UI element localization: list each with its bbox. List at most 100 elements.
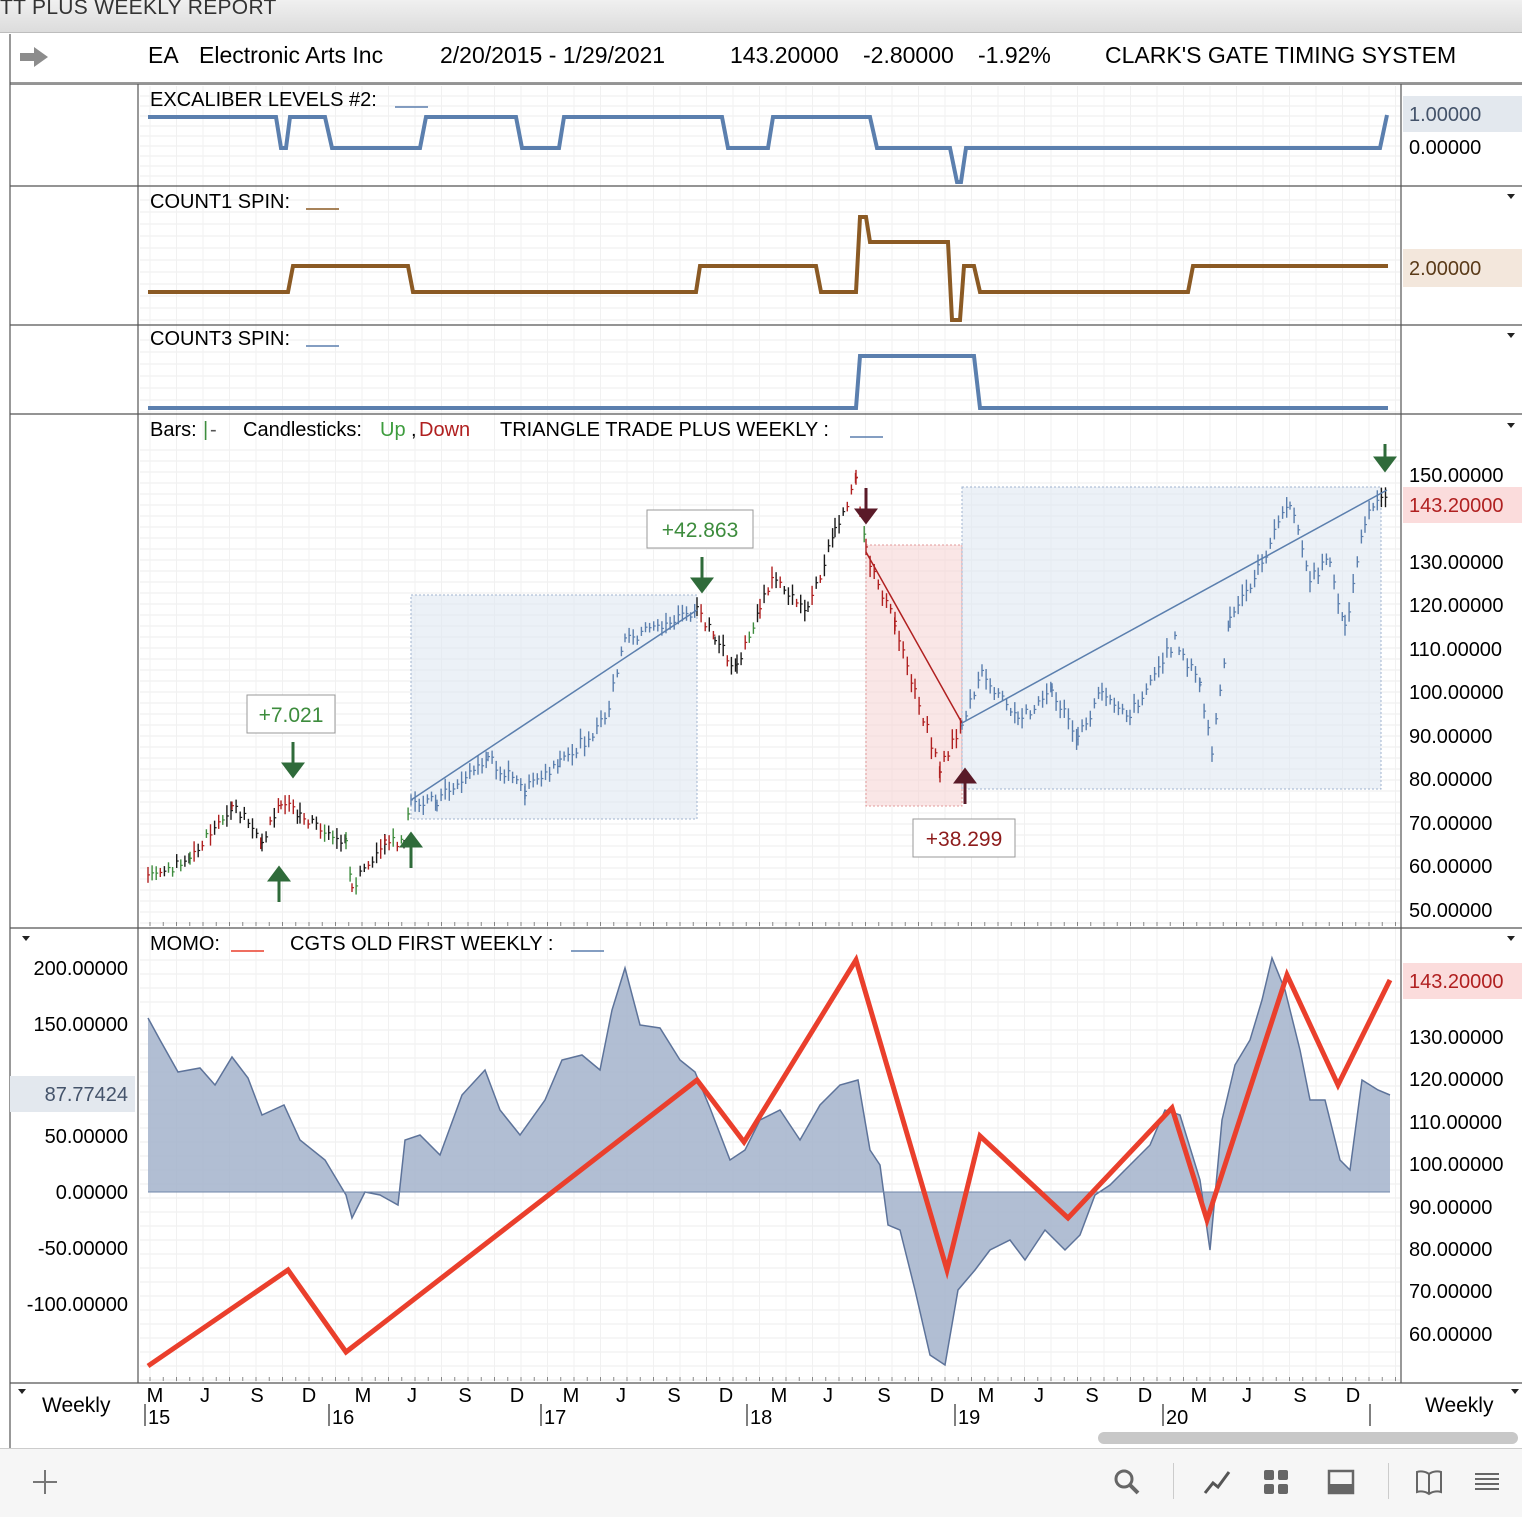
- last-price: 143.20000: [730, 42, 839, 68]
- price-tick: 100.00000: [1409, 682, 1504, 704]
- price-tick: 150.00000: [1409, 465, 1504, 487]
- chevron-down-icon: [1511, 1389, 1519, 1394]
- search-icon[interactable]: [1112, 1467, 1142, 1497]
- trend-line-1: [410, 609, 698, 801]
- toolbar: [0, 1448, 1522, 1517]
- month-tick: M: [147, 1385, 164, 1407]
- momo-left-tag: [10, 1076, 135, 1112]
- plus-icon[interactable]: [30, 1467, 60, 1497]
- price-axis: 150.00000 130.00000 120.00000 110.00000 …: [1409, 465, 1504, 922]
- arrow-down-icon: [854, 488, 878, 525]
- momo-label: MOMO:: [150, 933, 220, 955]
- chevron-down-icon: [1507, 423, 1515, 428]
- price-tick: 70.00000: [1409, 813, 1492, 835]
- price-change: -2.80000: [863, 42, 954, 68]
- arrow-down-icon: [690, 557, 714, 594]
- candles-comma: ,: [411, 419, 417, 441]
- count3-label: COUNT3 SPIN:: [150, 328, 290, 350]
- momo-left-tag-text: 87.77424: [45, 1084, 128, 1106]
- year-tick: 19: [958, 1407, 980, 1429]
- momo-left-tick: 50.00000: [45, 1126, 128, 1148]
- month-tick: J: [407, 1385, 417, 1407]
- price-tick: 50.00000: [1409, 900, 1492, 922]
- chevron-down-icon: [22, 936, 30, 941]
- month-tick: D: [930, 1385, 944, 1407]
- panel-menu-icons[interactable]: [18, 194, 1519, 1394]
- momo-left-axis: 200.00000 150.00000 50.00000 0.00000 -50…: [27, 958, 128, 1316]
- momo-right-tick: 60.00000: [1409, 1324, 1492, 1346]
- month-tick: D: [719, 1385, 733, 1407]
- cgts-line: [146, 953, 1393, 1369]
- month-tick: J: [1242, 1385, 1252, 1407]
- momo-left-tick: 150.00000: [33, 1014, 128, 1036]
- annotation-box: [246, 694, 336, 734]
- arrow-right-icon[interactable]: [18, 45, 52, 69]
- month-tick: M: [563, 1385, 580, 1407]
- momo-left-tick: -50.00000: [38, 1238, 128, 1260]
- count3-line: [148, 354, 1388, 410]
- month-tick: M: [771, 1385, 788, 1407]
- momo-area: [148, 958, 1390, 1365]
- candles-up-label: Up: [380, 419, 406, 441]
- momo-right-tag: [1403, 963, 1522, 999]
- panel-icon[interactable]: [1326, 1467, 1356, 1497]
- month-tick: M: [1191, 1385, 1208, 1407]
- chevron-down-icon: [1507, 194, 1515, 199]
- month-tick: J: [823, 1385, 833, 1407]
- year-tick: 16: [332, 1407, 354, 1429]
- chevron-down-icon: [1507, 936, 1515, 941]
- chevron-down-icon: [18, 1389, 26, 1394]
- year-tick: 15: [148, 1407, 170, 1429]
- trend-line-3: [961, 489, 1388, 724]
- month-tick: J: [1034, 1385, 1044, 1407]
- momo-right-axis: 130.00000 120.00000 110.00000 100.00000 …: [1409, 1027, 1504, 1346]
- time-axis: M J S D M J S D M J S D M J S D M J S D M J S D 15 16 17 18 19 20: [144, 1385, 1371, 1429]
- month-tick: D: [1138, 1385, 1152, 1407]
- arrow-down-icon: [281, 742, 305, 779]
- book-icon[interactable]: [1414, 1467, 1444, 1497]
- count1-line: [148, 215, 1388, 322]
- month-tick: S: [1293, 1385, 1306, 1407]
- timeframe-left[interactable]: Weekly: [42, 1394, 111, 1417]
- divider: [1173, 1463, 1174, 1499]
- momo-right-tick: 80.00000: [1409, 1239, 1492, 1261]
- list-icon[interactable]: [1472, 1467, 1502, 1497]
- year-tick: 18: [750, 1407, 772, 1429]
- momo-left-tick: -100.00000: [27, 1294, 128, 1316]
- bars-symbol: |: [203, 419, 208, 441]
- chart-area[interactable]: EXCALIBER LEVELS #2: COUNT1 SPIN: COUNT3…: [0, 0, 1522, 1448]
- grid-icon[interactable]: [1261, 1467, 1291, 1497]
- timeframe-right[interactable]: Weekly: [1425, 1394, 1494, 1417]
- line-chart-icon[interactable]: [1202, 1467, 1232, 1497]
- indicator-lines: [148, 114, 1389, 410]
- month-tick: S: [1085, 1385, 1098, 1407]
- annotation-gain-2: +42.863: [662, 519, 739, 542]
- arrow-up-icon: [267, 865, 291, 902]
- excaliber-label: EXCALIBER LEVELS #2:: [150, 89, 377, 111]
- chevron-down-icon: [1507, 333, 1515, 338]
- month-tick: J: [200, 1385, 210, 1407]
- cgts-label: CGTS OLD FIRST WEEKLY :: [290, 933, 553, 955]
- year-tick: 20: [1166, 1407, 1188, 1429]
- month-tick: D: [1346, 1385, 1360, 1407]
- month-tick: S: [667, 1385, 680, 1407]
- horizontal-scrollbar[interactable]: [1098, 1432, 1518, 1444]
- company-name: Electronic Arts Inc: [199, 42, 384, 68]
- month-tick: M: [978, 1385, 995, 1407]
- annotation-box: [646, 509, 754, 549]
- quote-header: EA Electronic Arts Inc 2/20/2015 - 1/29/…: [10, 34, 1522, 83]
- excaliber-axis-0: 0.00000: [1409, 137, 1481, 159]
- month-tick: S: [877, 1385, 890, 1407]
- candles-down-label: Down: [419, 419, 470, 441]
- window-title: TT PLUS WEEKLY REPORT: [0, 0, 277, 19]
- month-tick: D: [302, 1385, 316, 1407]
- annotation-gain-3: +38.299: [926, 828, 1003, 851]
- system-name: CLARK'S GATE TIMING SYSTEM: [1105, 42, 1457, 68]
- annotation-box: [912, 818, 1016, 858]
- momo-right-tick: 110.00000: [1409, 1112, 1502, 1134]
- month-tick: D: [510, 1385, 524, 1407]
- momo-right-tick: 90.00000: [1409, 1197, 1492, 1219]
- price-tick: 120.00000: [1409, 595, 1504, 617]
- momo-right-tag-text: 143.20000: [1409, 971, 1504, 993]
- momo-right-tick: 100.00000: [1409, 1154, 1504, 1176]
